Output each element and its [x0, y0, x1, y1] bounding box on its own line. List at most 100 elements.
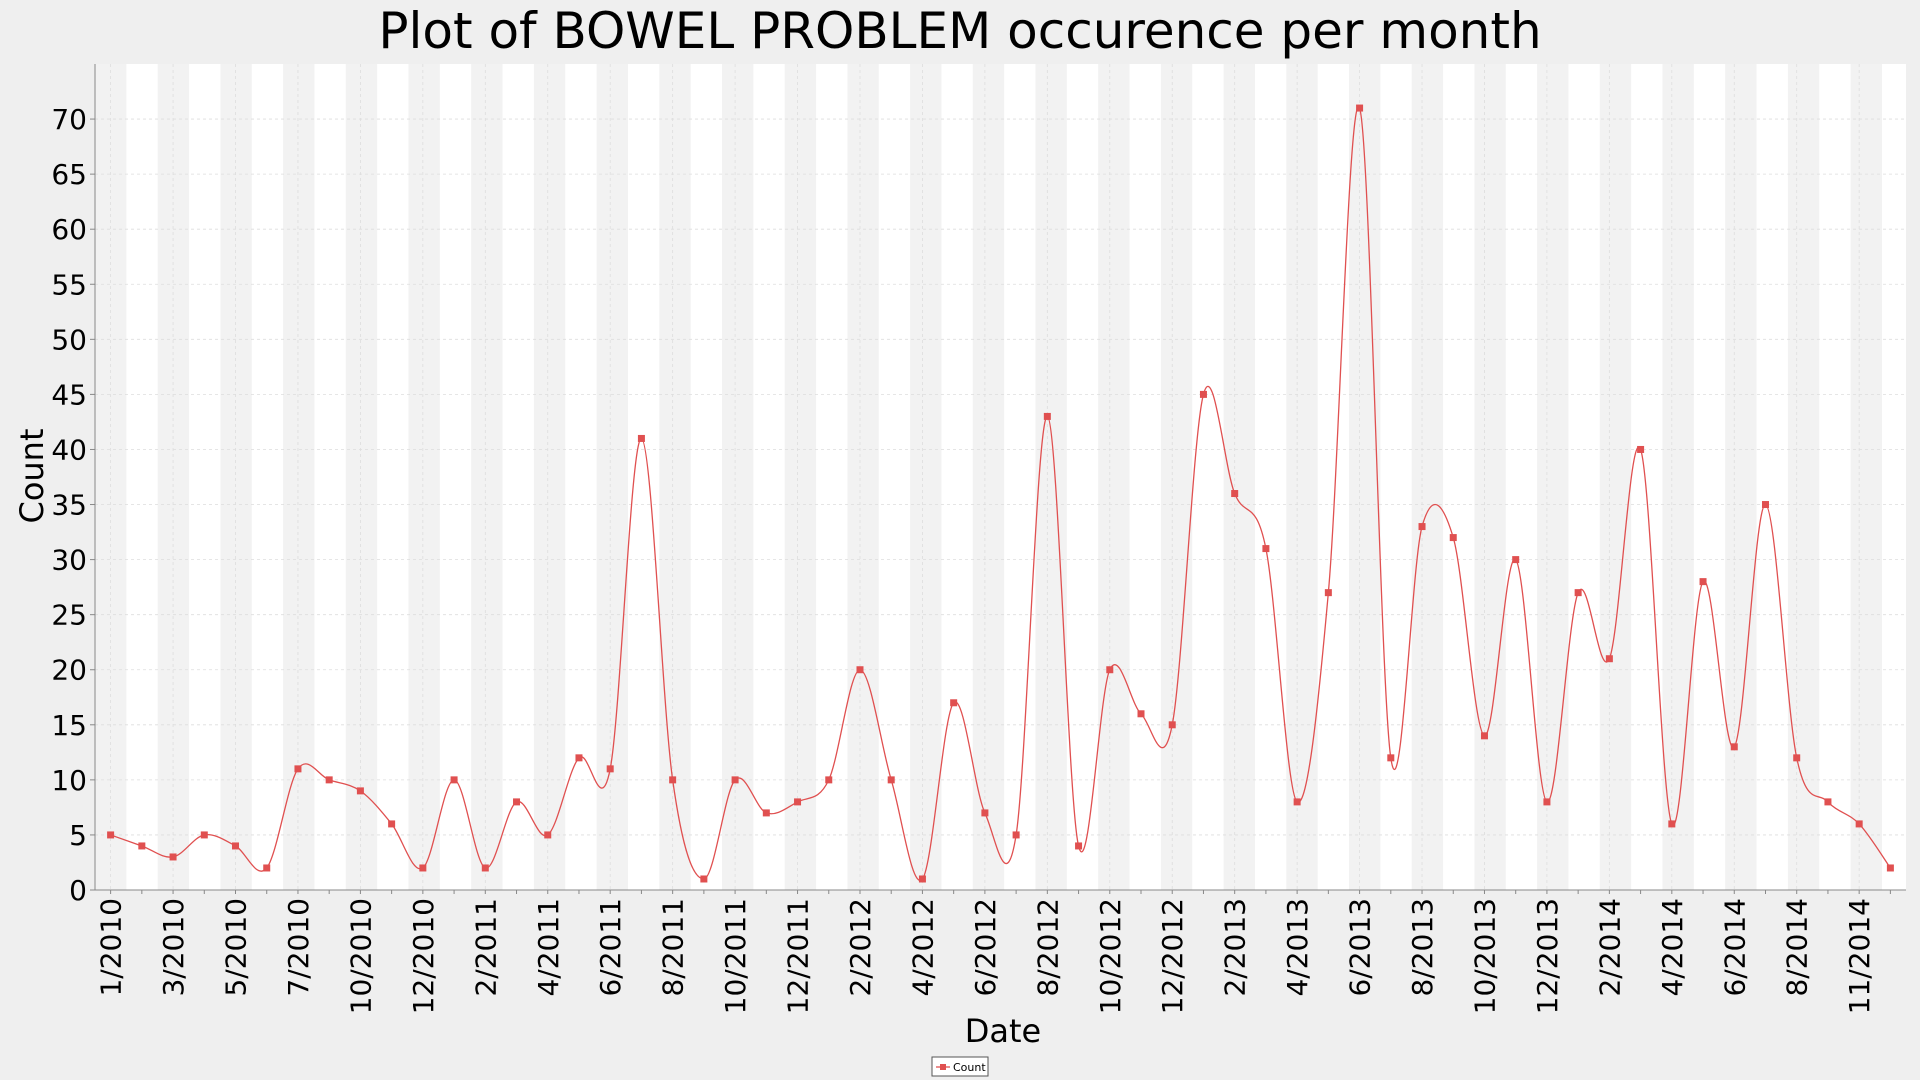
x-tick-label: 4/2014 — [1656, 898, 1689, 997]
data-point — [700, 875, 708, 883]
data-point — [1605, 655, 1613, 663]
band — [471, 64, 503, 890]
data-point — [731, 776, 739, 784]
data-point — [388, 820, 396, 828]
y-tick-label: 45 — [51, 378, 87, 411]
data-point — [1512, 556, 1520, 564]
y-tick-label: 65 — [51, 158, 87, 191]
band — [1474, 64, 1506, 890]
data-point — [1574, 589, 1582, 597]
data-point — [169, 853, 177, 861]
data-point — [575, 754, 583, 762]
data-point — [950, 699, 958, 707]
data-point — [1199, 390, 1207, 398]
x-tick-label: 8/2012 — [1031, 898, 1064, 997]
y-tick-label: 5 — [69, 819, 87, 852]
band — [1599, 64, 1632, 890]
data-point — [1480, 732, 1488, 740]
data-point — [637, 434, 645, 442]
data-point — [1137, 710, 1145, 718]
data-point — [1886, 864, 1894, 872]
grid-lines — [95, 64, 1906, 891]
data-point — [294, 765, 302, 773]
data-point — [856, 666, 864, 674]
data-point — [1668, 820, 1676, 828]
x-tick-label: 2/2014 — [1593, 898, 1626, 997]
y-tick-label: 10 — [51, 764, 87, 797]
x-tick-label: 12/2010 — [407, 898, 440, 1014]
x-axis-label: Date — [965, 1012, 1041, 1050]
band — [533, 64, 566, 890]
y-tick-label: 55 — [51, 268, 87, 301]
data-point — [1356, 104, 1364, 112]
legend: Count — [931, 1056, 989, 1077]
band — [910, 64, 942, 890]
x-tick-label: 6/2012 — [969, 898, 1002, 997]
band — [1787, 64, 1820, 890]
x-tick-label: 4/2011 — [532, 898, 565, 997]
x-tick-label: 2/2012 — [844, 898, 877, 997]
data-point — [1293, 798, 1301, 806]
x-tick-label: 8/2013 — [1406, 898, 1439, 997]
data-point — [1824, 798, 1832, 806]
x-tick-label: 10/2012 — [1094, 898, 1127, 1014]
x-tick-label: 12/2012 — [1156, 898, 1189, 1014]
band — [95, 64, 127, 890]
x-tick-label: 10/2011 — [719, 898, 752, 1014]
data-point — [200, 831, 208, 839]
band — [847, 64, 879, 890]
x-tick-label: 7/2010 — [282, 898, 315, 997]
y-tick-label: 40 — [51, 433, 87, 466]
x-tick-labels: 1/2010 3/2010 5/2010 7/2010 10/2010 12/2010 2/… — [95, 890, 1891, 1014]
data-point — [1543, 798, 1551, 806]
y-tick-label: 35 — [51, 489, 87, 522]
y-tick-label: 70 — [51, 103, 87, 136]
alternating-bands — [95, 64, 1882, 890]
x-tick-label: 2/2011 — [469, 898, 502, 997]
data-point — [762, 809, 770, 817]
x-tick-label: 1/2010 — [95, 898, 128, 997]
band — [1160, 64, 1193, 890]
data-point — [232, 842, 240, 850]
band — [408, 64, 440, 890]
y-tick-label: 0 — [69, 874, 87, 907]
data-point — [138, 842, 146, 850]
band — [1098, 64, 1130, 890]
data-point — [1449, 534, 1457, 542]
y-axis-label: Count — [13, 428, 51, 523]
data-point — [356, 787, 364, 795]
y-tick-label: 20 — [51, 654, 87, 687]
x-tick-label: 11/2014 — [1843, 898, 1876, 1014]
band — [1725, 64, 1757, 890]
x-tick-label: 12/2013 — [1531, 898, 1564, 1014]
data-point — [450, 776, 458, 784]
data-point — [1231, 490, 1239, 498]
data-point — [1793, 754, 1801, 762]
data-point — [1730, 743, 1738, 751]
x-tick-label: 3/2010 — [157, 898, 190, 997]
x-tick-label: 2/2013 — [1219, 898, 1252, 997]
x-tick-label: 12/2011 — [782, 898, 815, 1014]
x-tick-label: 6/2014 — [1718, 898, 1751, 997]
data-point — [263, 864, 271, 872]
data-point — [918, 875, 926, 883]
data-point — [1418, 523, 1426, 531]
data-point — [1168, 721, 1176, 729]
band — [1223, 64, 1255, 890]
x-tick-label: 8/2011 — [657, 898, 690, 997]
data-point — [1106, 666, 1114, 674]
data-point — [325, 776, 333, 784]
band — [220, 64, 252, 890]
chart-title: Plot of BOWEL PROBLEM occurence per mont… — [378, 2, 1541, 60]
data-point — [669, 776, 677, 784]
data-point — [107, 831, 115, 839]
x-tick-label: 4/2012 — [906, 898, 939, 997]
x-tick-label: 10/2013 — [1468, 898, 1501, 1014]
data-point — [419, 864, 427, 872]
data-point-markers — [107, 104, 1894, 883]
y-tick-label: 30 — [51, 544, 87, 577]
band — [283, 64, 315, 890]
data-point — [981, 809, 989, 817]
band — [784, 64, 817, 890]
